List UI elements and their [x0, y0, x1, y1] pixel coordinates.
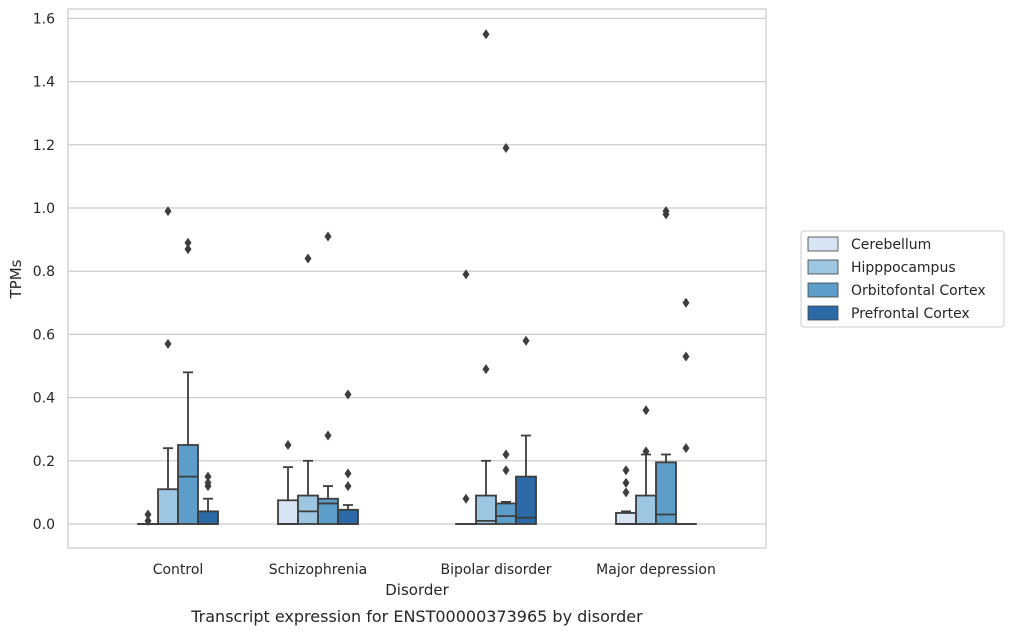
outlier-point	[144, 515, 152, 526]
box-body	[197, 510, 219, 525]
outlier-point	[642, 405, 650, 416]
box-prefrontal-cortex-major-depression	[675, 297, 697, 525]
box-body	[495, 502, 517, 525]
legend-swatch	[807, 236, 839, 252]
x-tick-label: Control	[153, 562, 204, 578]
legend-swatch	[807, 305, 839, 321]
outlier-point	[344, 468, 352, 479]
outlier-point	[482, 364, 490, 375]
outlier-point	[144, 509, 152, 520]
outlier-point	[344, 481, 352, 492]
box-series	[137, 29, 697, 526]
box-body	[317, 497, 339, 525]
box-orbitofontal-cortex-control	[177, 237, 199, 525]
legend-label: Cerebellum	[851, 237, 931, 253]
outlier-point	[502, 142, 510, 153]
box-orbitofontal-cortex-major-depression	[655, 206, 677, 525]
y-tick-label: 1.4	[33, 75, 55, 91]
y-tick-label: 0.2	[33, 454, 55, 470]
y-tick-label: 0.8	[33, 264, 55, 280]
outlier-point	[502, 465, 510, 476]
outlier-point	[682, 297, 690, 308]
box-body	[297, 494, 319, 525]
x-tick-label: Major depression	[596, 562, 716, 578]
outlier-point	[462, 493, 470, 504]
outlier-point	[482, 29, 490, 40]
outlier-point	[502, 449, 510, 460]
legend-label: Orbitofontal Cortex	[851, 283, 986, 299]
box-body	[157, 488, 179, 525]
box-hipppocampus-bipolar-disorder	[475, 29, 497, 525]
plot-frame	[67, 8, 767, 549]
outlier-point	[642, 446, 650, 457]
outlier-point	[522, 335, 530, 346]
box-hipppocampus-schizophrenia	[297, 253, 319, 525]
outlier-point	[662, 206, 670, 217]
y-tick-label: 0.0	[33, 517, 55, 533]
y-tick-label: 0.6	[33, 327, 55, 343]
legend: Cerebellum Hipppocampus Orbitofontal Corte…	[800, 230, 1005, 328]
legend-label: Hipppocampus	[851, 260, 956, 276]
y-tick-label: 1.0	[33, 201, 55, 217]
outlier-point	[682, 443, 690, 454]
box-body	[277, 499, 299, 525]
box-body	[475, 494, 497, 525]
box-hipppocampus-control	[157, 206, 179, 525]
y-tick-label: 0.4	[33, 391, 55, 407]
outlier-point	[204, 477, 212, 488]
box-body	[515, 475, 537, 525]
outlier-point	[682, 351, 690, 362]
outlier-point	[622, 465, 630, 476]
outlier-point	[164, 206, 172, 217]
outlier-point	[622, 477, 630, 488]
x-tick-label: Schizophrenia	[269, 562, 367, 578]
y-axis-ticks: 0.0 0.2 0.4 0.6 0.8 1.0 1.2 1.4 1.6	[33, 11, 55, 533]
chart-caption: Transcript expression for ENST0000037396…	[190, 607, 643, 626]
outlier-point	[184, 237, 192, 248]
y-axis-label: TPMs	[7, 259, 25, 299]
outlier-point	[304, 253, 312, 264]
box-prefrontal-cortex-schizophrenia	[337, 389, 359, 525]
box-cerebellum-major-depression	[615, 465, 637, 525]
y-tick-label: 1.2	[33, 138, 55, 154]
x-axis-label: Disorder	[385, 581, 449, 599]
box-body	[177, 444, 199, 525]
box-hipppocampus-major-depression	[635, 405, 657, 525]
box-prefrontal-cortex-bipolar-disorder	[515, 335, 537, 525]
outlier-point	[622, 487, 630, 498]
box-body	[337, 508, 359, 525]
x-tick-label: Bipolar disorder	[440, 562, 551, 578]
legend-label: Prefrontal Cortex	[851, 306, 970, 322]
outlier-point	[324, 231, 332, 242]
outlier-point	[284, 440, 292, 450]
box-body	[655, 461, 677, 525]
box-cerebellum-schizophrenia	[277, 440, 299, 525]
box-prefrontal-cortex-control	[197, 471, 219, 525]
box-body	[615, 512, 637, 525]
outlier-point	[204, 471, 212, 482]
legend-swatch	[807, 259, 839, 275]
box-orbitofontal-cortex-bipolar-disorder	[495, 142, 517, 525]
outlier-point	[164, 338, 172, 349]
legend-frame	[800, 230, 1005, 328]
legend-swatch	[807, 282, 839, 298]
outlier-point	[462, 269, 470, 280]
outlier-point	[324, 430, 332, 441]
x-axis-ticks: Control Schizophrenia Bipolar disorder Majo…	[153, 562, 716, 578]
box-body	[635, 494, 657, 525]
outlier-point	[184, 244, 192, 255]
y-tick-label: 1.6	[33, 11, 55, 27]
outlier-point	[344, 389, 352, 400]
